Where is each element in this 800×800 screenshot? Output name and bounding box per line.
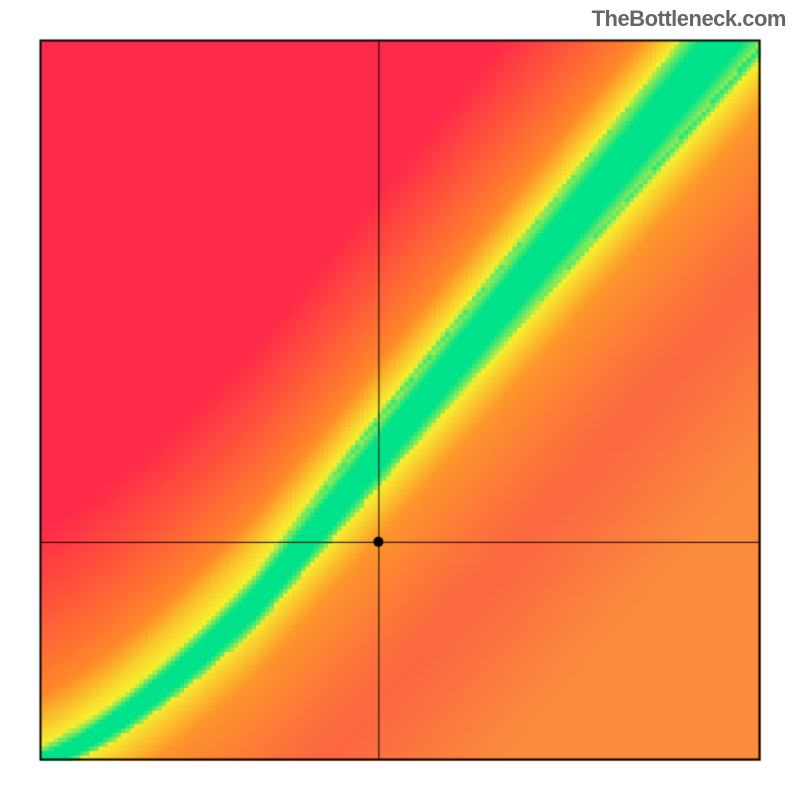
bottleneck-heatmap <box>0 0 800 800</box>
chart-wrapper: TheBottleneck.com <box>0 0 800 800</box>
